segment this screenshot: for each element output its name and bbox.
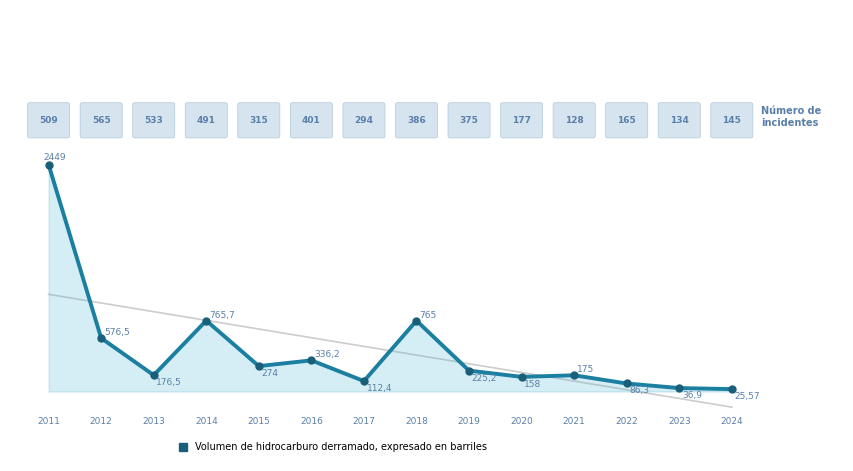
FancyBboxPatch shape xyxy=(185,103,227,138)
Text: 2024: 2024 xyxy=(720,417,742,426)
Text: 2021: 2021 xyxy=(562,417,585,426)
Text: 158: 158 xyxy=(524,380,541,389)
Text: 165: 165 xyxy=(617,116,635,125)
Text: 336,2: 336,2 xyxy=(314,350,339,359)
Text: Barriles totales de hidrocarburo derramado por incidentes de origen operacional : Barriles totales de hidrocarburo derrama… xyxy=(61,32,792,43)
Text: 134: 134 xyxy=(669,116,688,125)
Text: 86,3: 86,3 xyxy=(629,386,648,396)
FancyBboxPatch shape xyxy=(500,103,542,138)
Text: 128: 128 xyxy=(564,116,583,125)
Text: 2022: 2022 xyxy=(615,417,637,426)
Text: 401: 401 xyxy=(302,116,321,125)
Text: Ecopetrol operación directa: Ecopetrol operación directa xyxy=(337,64,516,75)
Text: 225,2: 225,2 xyxy=(471,374,496,382)
Text: 25,57: 25,57 xyxy=(734,392,759,401)
Text: 2018: 2018 xyxy=(404,417,427,426)
Text: 2020: 2020 xyxy=(509,417,532,426)
Text: 112,4: 112,4 xyxy=(366,384,392,393)
FancyBboxPatch shape xyxy=(658,103,699,138)
FancyBboxPatch shape xyxy=(290,103,332,138)
FancyBboxPatch shape xyxy=(237,103,280,138)
Text: 2012: 2012 xyxy=(90,417,113,426)
Text: 36,9: 36,9 xyxy=(681,391,701,400)
Text: 491: 491 xyxy=(196,116,216,125)
Text: 2023: 2023 xyxy=(667,417,690,426)
FancyBboxPatch shape xyxy=(605,103,647,138)
Text: 375: 375 xyxy=(459,116,478,125)
Text: Número de
incidentes: Número de incidentes xyxy=(760,106,820,128)
FancyBboxPatch shape xyxy=(395,103,437,138)
FancyBboxPatch shape xyxy=(27,103,70,138)
Text: 565: 565 xyxy=(91,116,110,125)
Text: 2013: 2013 xyxy=(142,417,165,426)
Text: 576,5: 576,5 xyxy=(104,328,130,337)
FancyBboxPatch shape xyxy=(710,103,752,138)
Text: 315: 315 xyxy=(249,116,268,125)
Text: 765,7: 765,7 xyxy=(209,310,235,319)
Text: 2014: 2014 xyxy=(194,417,218,426)
Text: 2011: 2011 xyxy=(38,417,60,426)
Legend: Volumen de hidrocarburo derramado, expresado en barriles: Volumen de hidrocarburo derramado, expre… xyxy=(174,439,490,456)
FancyBboxPatch shape xyxy=(553,103,595,138)
Text: 509: 509 xyxy=(39,116,58,125)
Text: 386: 386 xyxy=(407,116,426,125)
Text: 2016: 2016 xyxy=(299,417,322,426)
Text: 2017: 2017 xyxy=(352,417,375,426)
Text: 2019: 2019 xyxy=(457,417,480,426)
FancyBboxPatch shape xyxy=(448,103,490,138)
Text: 765: 765 xyxy=(419,310,436,320)
Text: 2015: 2015 xyxy=(247,417,270,426)
Text: 2449: 2449 xyxy=(44,153,66,162)
Text: 533: 533 xyxy=(144,116,163,125)
Text: 176,5: 176,5 xyxy=(156,378,182,387)
FancyBboxPatch shape xyxy=(132,103,175,138)
FancyBboxPatch shape xyxy=(343,103,385,138)
Text: 175: 175 xyxy=(576,365,594,374)
FancyBboxPatch shape xyxy=(80,103,122,138)
Text: 294: 294 xyxy=(354,116,373,125)
Text: 145: 145 xyxy=(722,116,740,125)
Text: 274: 274 xyxy=(261,369,278,378)
Text: 177: 177 xyxy=(512,116,531,125)
